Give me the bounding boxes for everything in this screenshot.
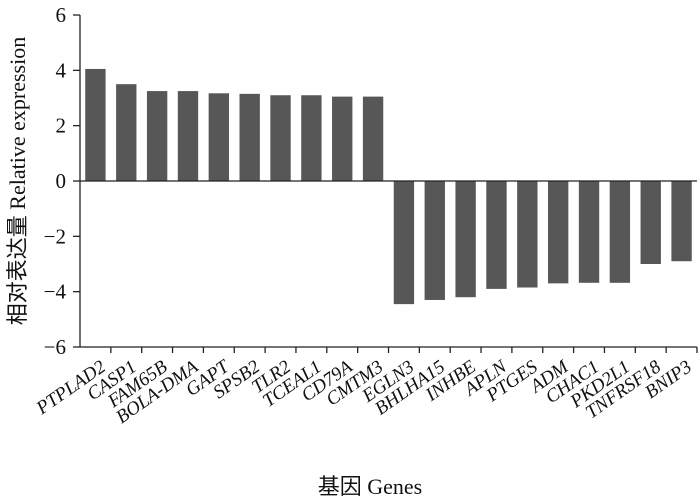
bars bbox=[85, 68, 692, 305]
x-axis-title: 基因 Genes bbox=[318, 474, 422, 499]
bar bbox=[301, 95, 322, 181]
y-tick-label: −2 bbox=[44, 224, 66, 248]
y-tick-label: −4 bbox=[44, 280, 67, 304]
y-ticks: 6 4 2 0 −2 −4 −6 bbox=[44, 3, 80, 359]
bar bbox=[486, 181, 507, 289]
bar bbox=[393, 181, 415, 305]
bar bbox=[270, 95, 291, 181]
bar bbox=[609, 181, 631, 283]
bar bbox=[146, 91, 168, 181]
bar bbox=[547, 181, 569, 284]
x-tick-labels: PTPLAD2CASP1FAM65BBOLA-DMAGAPTSPSB2TLR2T… bbox=[32, 356, 696, 429]
x-axis: PTPLAD2CASP1FAM65BBOLA-DMAGAPTSPSB2TLR2T… bbox=[32, 346, 698, 429]
bar bbox=[640, 181, 661, 264]
bar bbox=[208, 93, 230, 181]
y-axis: 6 4 2 0 −2 −4 −6 bbox=[44, 3, 81, 359]
bar bbox=[362, 96, 384, 181]
y-tick-label: 4 bbox=[56, 58, 67, 82]
bar bbox=[177, 91, 199, 181]
bar bbox=[424, 181, 445, 300]
y-tick-label: −6 bbox=[44, 335, 66, 359]
bar bbox=[116, 84, 137, 181]
bar bbox=[517, 181, 538, 288]
y-axis-title: 相对表达量 Relative expression bbox=[5, 37, 30, 325]
y-tick-label: 2 bbox=[56, 114, 67, 138]
bar bbox=[671, 181, 692, 262]
bar bbox=[239, 93, 260, 181]
bar bbox=[85, 68, 106, 181]
y-tick-label: 6 bbox=[56, 3, 67, 27]
x-ticks bbox=[110, 347, 698, 353]
bar bbox=[578, 181, 600, 283]
bar bbox=[455, 181, 476, 298]
bar bbox=[332, 96, 353, 181]
y-tick-label: 0 bbox=[56, 169, 67, 193]
